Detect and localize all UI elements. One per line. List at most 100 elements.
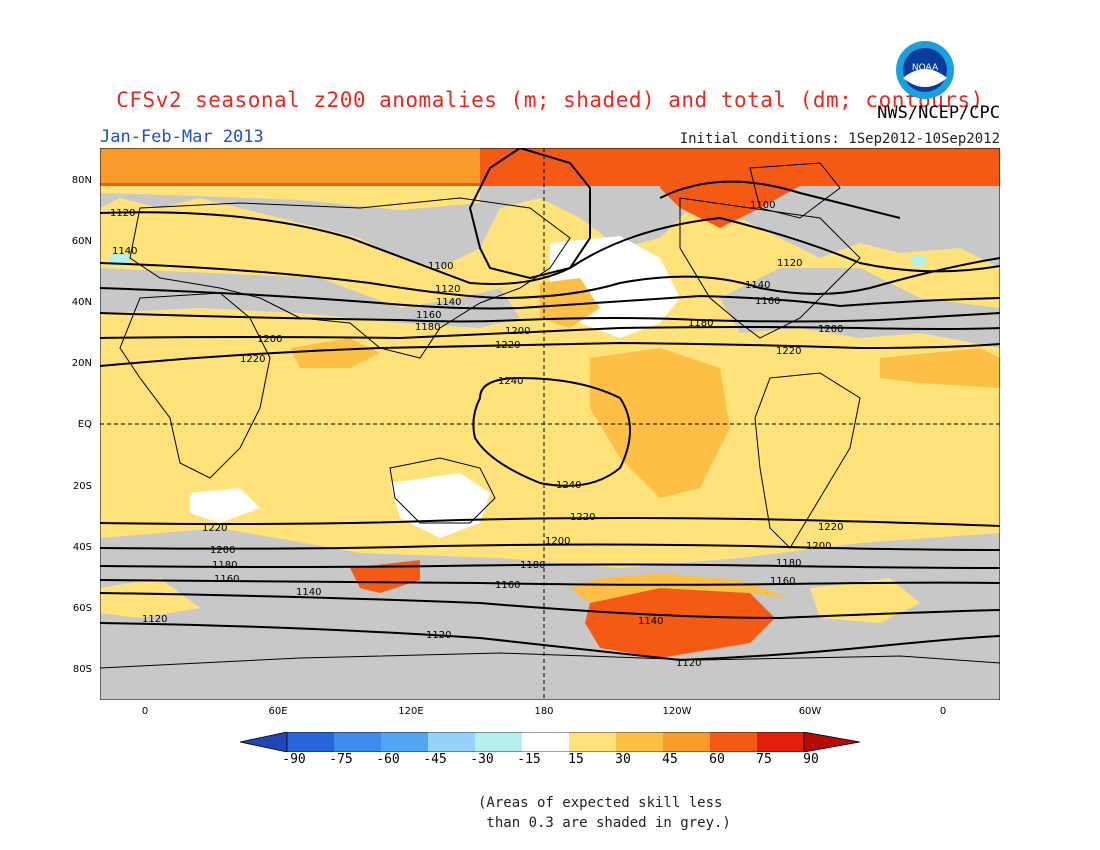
colorbar-label: 90 [803,752,819,767]
contour-1220-south [100,517,1000,527]
contour-label: 1200 [505,326,530,337]
contour-label: 1220 [818,522,843,533]
colorbar-label: 30 [615,752,631,767]
contour-1240 [472,376,631,487]
lat-label: EQ [77,419,92,430]
initial-conditions-label: Initial conditions: 1Sep2012-10Sep2012 [679,131,1000,147]
contour-label: 1120 [435,284,460,295]
lon-label: 0 [141,706,149,717]
coast-north-america [679,197,861,339]
contour-label: 1140 [296,587,321,598]
skill-note-line2: than 0.3 are shaded in grey.) [478,815,731,831]
season-label: Jan-Feb-Mar 2013 [100,127,264,147]
greenland-orange [660,148,1000,228]
contour-1140-south [100,592,1000,620]
svg-text:NOAA: NOAA [912,63,939,73]
lon-label: 60W [798,706,822,717]
lon-label: 120W [662,706,692,717]
contour-label: 1120 [110,208,135,219]
lon-label: 0 [939,706,947,717]
colorbar-swatch [663,732,710,752]
contour-1200-south [100,543,1000,551]
colorbar-label: 60 [709,752,725,767]
south-pacific-orange [585,588,775,658]
contour-label: 1220 [570,512,595,523]
lat-label: 40S [72,542,92,553]
skill-note-line1: (Areas of expected skill less [478,795,723,811]
contour-1120-south [100,622,1000,662]
south-atlantic-yellow [810,578,920,623]
lat-label: 80N [71,175,92,186]
contour-label: 1220 [495,340,520,351]
contour-label: 1140 [745,280,770,291]
contour-1160-south [100,579,1000,586]
contour-label: 1140 [112,246,137,257]
colorbar-swatch [522,732,569,752]
south-indian-orange [350,560,420,593]
contour-label: 1200 [210,545,235,556]
contour-label: 1200 [818,324,843,335]
colorbar-swatch [475,732,522,752]
contour-label: 1120 [142,614,167,625]
lat-label: 20N [71,358,92,369]
contour-label: 1180 [776,558,801,569]
colorbar-swatch [287,732,334,752]
contour-label: 1140 [436,297,461,308]
colorbar-label: 45 [662,752,678,767]
agency-label: NWS/NCEP/CPC [877,103,1000,123]
south-pacific-orange-edge [570,573,790,603]
contour-label: 1220 [202,523,227,534]
colorbar-swatch [569,732,616,752]
contour-label: 1240 [556,480,581,491]
contour-label: 1160 [416,310,441,321]
contour-1220 [100,341,1000,367]
colorbar-label: -30 [470,752,494,767]
lat-label: 60N [71,236,92,247]
colorbar-label: -90 [282,752,306,767]
tropical-orange-east [880,348,1000,388]
colorbar-swatch [757,732,804,752]
colorbar-label: -60 [376,752,400,767]
contour-1100 [468,148,591,280]
contour-label: 1240 [498,376,523,387]
contour-label: 1160 [214,574,239,585]
colorbar-swatch [616,732,663,752]
lat-label: 40N [71,297,92,308]
contour-label: 1160 [495,580,520,591]
contour-label: 1100 [428,261,453,272]
contour-label: 1120 [426,630,451,641]
contour-label: 1120 [676,658,701,669]
lon-label: 120E [398,706,424,717]
colorbar-swatch [334,732,381,752]
coast-eurasia [129,197,571,359]
colorbar-swatch [710,732,757,752]
contour-1180-south [100,563,1000,569]
contour-1140 [100,257,1000,300]
colorbar-swatch [381,732,428,752]
colorbar-swatch [428,732,475,752]
skill-note: (Areas of expected skill less than 0.3 a… [478,793,731,833]
contour-label: 1220 [240,354,265,365]
colorbar-arrow-right [804,732,860,752]
contour-label: 1200 [545,536,570,547]
contour-label: 1160 [770,576,795,587]
contour-label: 1140 [638,616,663,627]
colorbar [240,732,860,752]
contour-1180 [100,312,1000,323]
arctic-yellow-patch [100,186,480,210]
contour-label: 1200 [806,541,831,552]
tropical-orange-indian [290,338,380,368]
southern-white-west [190,488,260,523]
tropical-orange-pacific [590,348,730,498]
anomaly-map: 1120 1140 1100 1120 1140 1160 1180 1200 … [100,148,1000,700]
contour-label: 1180 [688,318,713,329]
contour-1160 [100,287,1000,310]
southern-yellow-belt [100,578,200,618]
lat-label: 60S [72,603,92,614]
lon-label: 60E [268,706,288,717]
contour-label: 1180 [212,560,237,571]
contour-label: 1160 [755,296,780,307]
noaa-logo: NOAA [896,41,954,99]
contour-label: 1220 [776,346,801,357]
arctic-orange-west [100,148,480,183]
